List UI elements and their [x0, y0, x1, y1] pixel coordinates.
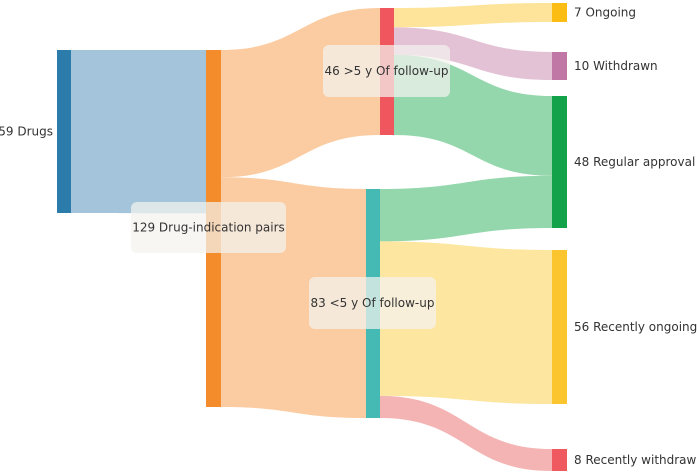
node-label-gt5: 46 >5 y Of follow-up: [325, 64, 449, 78]
link-drugs-to-pairs: [71, 50, 206, 214]
node-label-recent_ongoing: 56 Recently ongoing: [574, 320, 697, 334]
link-gt5-to-withdrawn: [394, 27, 552, 80]
node-label-regular: 48 Regular approval: [574, 155, 695, 169]
node-ongoing: [552, 3, 567, 22]
node-withdrawn: [552, 52, 567, 80]
node-label-recent_withdrawn: 8 Recently withdrawn: [574, 453, 697, 467]
label-box-gt5: [323, 45, 450, 97]
node-label-drugs: 59 Drugs: [0, 125, 53, 139]
node-label-withdrawn: 10 Withdrawn: [574, 59, 658, 73]
node-recent_withdrawn: [552, 449, 567, 471]
node-label-lt5: 83 <5 y Of follow-up: [311, 296, 435, 310]
link-lt5-to-regular: [380, 175, 552, 242]
link-lt5-to-recent_withdrawn: [380, 395, 552, 471]
node-label-ongoing: 7 Ongoing: [574, 6, 636, 20]
node-label-pairs: 129 Drug-indication pairs: [132, 221, 285, 235]
node-drugs: [57, 50, 71, 213]
node-recent_ongoing: [552, 250, 567, 404]
label-box-lt5: [309, 277, 436, 329]
node-regular: [552, 96, 567, 228]
label-box-pairs: [131, 202, 286, 253]
link-gt5-to-ongoing: [394, 3, 552, 28]
